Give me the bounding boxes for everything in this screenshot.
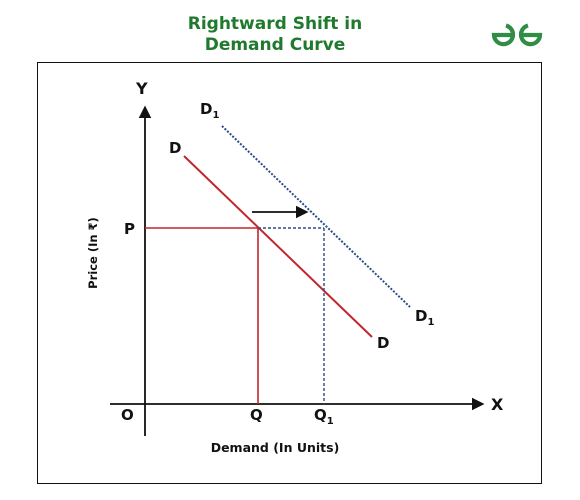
curve-label-d1-bottom: D1	[415, 307, 434, 328]
demand-curve-d	[183, 155, 373, 338]
curve-label-d1-top: D1	[200, 100, 219, 121]
d1-top-base: D	[200, 100, 212, 118]
quantity-label-q: Q	[250, 406, 263, 424]
price-label-p: P	[124, 220, 135, 238]
geeksforgeeks-logo-icon	[491, 23, 543, 47]
d1-bottom-subscript: 1	[427, 317, 434, 328]
x-axis-title: Demand (In Units)	[211, 440, 340, 455]
x-axis-letter: X	[491, 395, 504, 414]
y-axis-letter: Y	[135, 79, 148, 98]
d1-top-subscript: 1	[212, 110, 219, 121]
d1-bottom-base: D	[415, 307, 427, 325]
origin-label: O	[121, 406, 134, 424]
q1-base: Q	[314, 406, 327, 424]
chart-title: Rightward Shift in Demand Curve	[140, 14, 410, 56]
quantity-label-q1: Q1	[314, 406, 334, 427]
diagram-frame	[37, 62, 542, 484]
demand-curve-d1	[221, 125, 411, 308]
y-axis-title: Price (In ₹)	[86, 217, 100, 289]
title-line-1: Rightward Shift in	[187, 14, 363, 34]
curve-label-d-bottom: D	[377, 334, 389, 352]
q1-subscript: 1	[327, 416, 334, 427]
curve-label-d-top: D	[169, 139, 181, 157]
title-line-2: Demand Curve	[204, 35, 346, 55]
